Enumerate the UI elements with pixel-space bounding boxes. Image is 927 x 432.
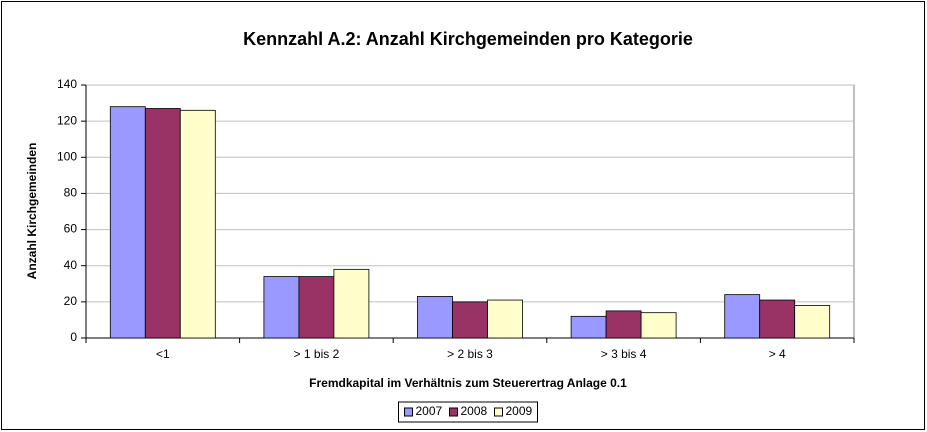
bar (144, 108, 181, 339)
bar (417, 296, 453, 339)
bar (452, 301, 488, 339)
y-tick-label: 80 (64, 186, 78, 200)
y-axis-title: Anzahl Kirchgemeinden (25, 143, 39, 280)
legend-swatch (494, 407, 503, 417)
legend-swatch (449, 407, 458, 417)
y-tick-label: 120 (57, 113, 77, 127)
legend-box (398, 401, 538, 423)
legend-label: 2007 (416, 404, 443, 418)
x-tick-label: > 2 bis 3 (447, 347, 493, 361)
x-tick-label: <1 (156, 347, 170, 361)
x-tick-label: > 3 bis 4 (601, 347, 647, 361)
bar (263, 276, 300, 339)
bar (298, 276, 335, 339)
bar (605, 310, 642, 339)
x-tick-label: > 1 bis 2 (294, 347, 340, 361)
chart-title: Kennzahl A.2: Anzahl Kirchgemeinden pro … (243, 29, 693, 49)
bar (794, 305, 831, 339)
x-tick-label: > 4 (769, 347, 786, 361)
y-tick-label: 100 (57, 149, 77, 163)
y-tick-label: 20 (64, 294, 78, 308)
legend-swatch (404, 407, 413, 417)
bar (487, 299, 523, 339)
y-tick-label: 40 (64, 258, 78, 272)
x-axis-title: Fremdkapital im Verhältnis zum Steuerert… (309, 376, 627, 390)
y-tick-label: 60 (64, 222, 78, 236)
y-tick-label: 0 (70, 330, 77, 344)
bar (179, 109, 216, 339)
y-tick-label: 140 (57, 77, 77, 91)
legend-label: 2008 (461, 404, 488, 418)
bar (333, 268, 370, 339)
legend-label: 2009 (506, 404, 533, 418)
bar (570, 315, 607, 339)
bar (759, 299, 796, 339)
bar (724, 294, 761, 339)
bar (109, 106, 146, 339)
bar (640, 312, 677, 339)
